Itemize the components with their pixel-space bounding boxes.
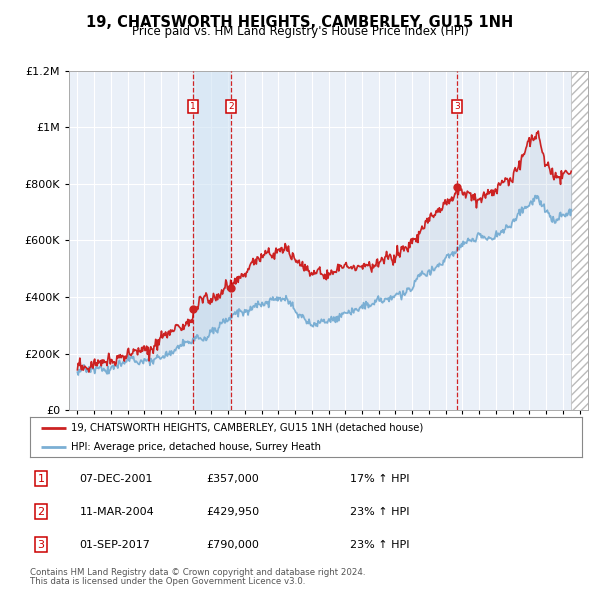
Text: 1: 1 <box>190 102 196 111</box>
Text: 07-DEC-2001: 07-DEC-2001 <box>80 474 153 484</box>
Text: 17% ↑ HPI: 17% ↑ HPI <box>350 474 410 484</box>
Bar <box>193 71 231 410</box>
Text: Contains HM Land Registry data © Crown copyright and database right 2024.: Contains HM Land Registry data © Crown c… <box>30 568 365 576</box>
Text: 19, CHATSWORTH HEIGHTS, CAMBERLEY, GU15 1NH: 19, CHATSWORTH HEIGHTS, CAMBERLEY, GU15 … <box>86 15 514 30</box>
Text: £357,000: £357,000 <box>206 474 259 484</box>
Text: 1: 1 <box>38 474 44 484</box>
Text: 2: 2 <box>37 507 44 517</box>
Text: £790,000: £790,000 <box>206 540 260 550</box>
Text: Price paid vs. HM Land Registry's House Price Index (HPI): Price paid vs. HM Land Registry's House … <box>131 25 469 38</box>
Text: 2: 2 <box>229 102 234 111</box>
Text: 11-MAR-2004: 11-MAR-2004 <box>80 507 154 517</box>
Bar <box>571 71 588 410</box>
Text: 01-SEP-2017: 01-SEP-2017 <box>80 540 151 550</box>
Text: This data is licensed under the Open Government Licence v3.0.: This data is licensed under the Open Gov… <box>30 577 305 586</box>
Text: 3: 3 <box>38 540 44 550</box>
Text: 23% ↑ HPI: 23% ↑ HPI <box>350 540 410 550</box>
Text: 19, CHATSWORTH HEIGHTS, CAMBERLEY, GU15 1NH (detached house): 19, CHATSWORTH HEIGHTS, CAMBERLEY, GU15 … <box>71 423 424 433</box>
Text: 23% ↑ HPI: 23% ↑ HPI <box>350 507 410 517</box>
Text: £429,950: £429,950 <box>206 507 260 517</box>
Text: HPI: Average price, detached house, Surrey Heath: HPI: Average price, detached house, Surr… <box>71 442 322 452</box>
Text: 3: 3 <box>454 102 460 111</box>
